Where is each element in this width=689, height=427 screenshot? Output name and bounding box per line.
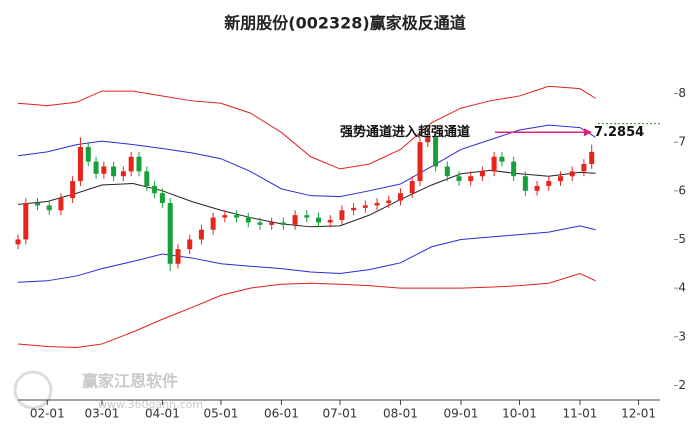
candle-body (557, 176, 563, 182)
candle-body (85, 147, 91, 162)
candle-body (15, 239, 21, 245)
candle-body (534, 185, 540, 191)
candle-body (280, 222, 286, 225)
candle-body (386, 200, 392, 203)
candle-body (77, 147, 83, 182)
x-tick-label: 04-01 (145, 407, 180, 421)
candle-body (409, 181, 415, 194)
y-tick-label: 3 (678, 329, 686, 343)
y-tick-label: 4 (678, 281, 686, 295)
candle-body (245, 217, 251, 223)
candle-body (479, 171, 485, 177)
candle-body (159, 193, 165, 203)
x-tick-label: 10-01 (502, 407, 537, 421)
candle-body (374, 202, 380, 206)
candle-body (93, 161, 99, 174)
candle-body (187, 239, 193, 250)
x-tick-label: 07-01 (323, 407, 358, 421)
candle-body (175, 249, 181, 264)
candle-body (362, 205, 368, 208)
candle-body (546, 181, 552, 186)
candle-body (128, 156, 134, 172)
candle-body (257, 222, 263, 225)
candle-body (339, 210, 345, 220)
channel-line (17, 85, 596, 170)
y-tick-label: 5 (678, 232, 686, 246)
candle-body (456, 176, 462, 182)
candle-body (425, 137, 431, 143)
watermark-logo (13, 370, 53, 410)
candle-body (101, 166, 107, 174)
candle-body (111, 166, 117, 177)
channel-line (17, 225, 596, 283)
x-tick-label: 12-01 (621, 407, 656, 421)
candle-body (136, 156, 142, 172)
candle-body (468, 176, 474, 182)
annotation-value: 7.2854 (594, 125, 644, 140)
channel-line (17, 124, 596, 198)
x-tick-label: 03-01 (84, 407, 119, 421)
candle-body (316, 217, 322, 223)
candle-body (581, 164, 587, 172)
candle-body (444, 166, 450, 177)
watermark-url: www.360gann.com (98, 398, 203, 411)
candle-body (589, 151, 595, 165)
candle-body (433, 137, 439, 167)
x-tick-label: 06-01 (264, 407, 299, 421)
y-tick-label: 8 (678, 86, 686, 100)
candle-body (522, 176, 528, 191)
candle-body (222, 215, 228, 218)
y-tick-label: 7 (678, 135, 686, 149)
candle-body (499, 156, 505, 162)
candle-body (417, 142, 423, 182)
candle-body (327, 220, 333, 223)
x-tick-label: 09-01 (444, 407, 479, 421)
arrow-head (584, 128, 592, 137)
chart-title: 新朋股份(002328)赢家极反通道 (224, 14, 465, 33)
channel-line (17, 272, 596, 348)
candle-body (167, 202, 173, 264)
watermark-name: 赢家江恩软件 (82, 372, 178, 391)
candle-body (46, 205, 52, 211)
candle-body (144, 171, 150, 186)
candle-body (351, 207, 357, 211)
candle-body (152, 185, 158, 194)
candle-body (23, 202, 29, 240)
channel-line (17, 169, 596, 228)
candle-body (269, 222, 275, 225)
x-tick-label: 11-01 (563, 407, 598, 421)
y-tick-label: 2 (678, 378, 686, 392)
candle-body (234, 215, 240, 218)
candle-body (397, 193, 403, 201)
candle-body (198, 229, 204, 240)
x-tick-label: 05-01 (204, 407, 239, 421)
x-tick-label: 02-01 (30, 407, 65, 421)
candle-body (491, 156, 497, 172)
candle-body (511, 161, 517, 177)
candle-body (210, 217, 216, 230)
candle-body (304, 215, 310, 218)
candle-body (292, 215, 298, 225)
candle-body (569, 171, 575, 177)
candle-body (120, 171, 126, 177)
candle-body (70, 181, 76, 199)
y-tick-label: 6 (678, 183, 686, 197)
candle-body (58, 198, 64, 211)
candle-body (35, 202, 41, 206)
annotation-text: 强势通道进入超强通道 (340, 124, 470, 140)
x-tick-label: 08-01 (383, 407, 418, 421)
